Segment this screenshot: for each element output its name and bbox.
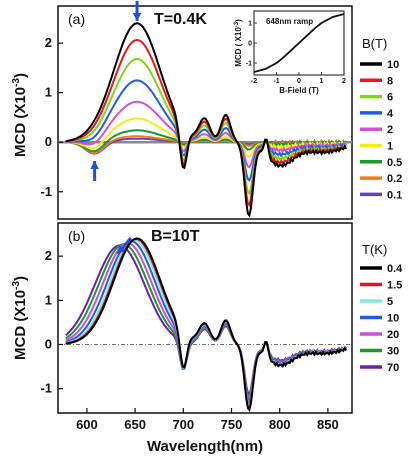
legend-label: 10: [387, 59, 399, 71]
panel-b-y-ticks: -1 0 1 2: [40, 248, 63, 396]
legend-label: 20: [387, 329, 399, 341]
legend-item-5: 5: [360, 296, 393, 308]
panel-a-arrows: [90, 0, 142, 182]
panel-b-label: (b): [68, 228, 85, 244]
y-tick-label: 0: [45, 337, 52, 352]
inset-y-tick-label: 0: [248, 41, 252, 48]
legend-item-20: 20: [360, 329, 399, 341]
legend-label: 0.1: [387, 189, 402, 201]
legend-label: 30: [387, 346, 399, 358]
series-line-10: [65, 240, 347, 406]
inset-y-ticks: -1 0 1: [246, 21, 257, 68]
inset-title: 648nm ramp: [266, 17, 313, 26]
series-line-20: [65, 241, 347, 402]
panel-b-arrows: [116, 236, 132, 255]
inset-x-tick-label: -1: [273, 78, 279, 85]
legend-item-10: 10: [360, 313, 399, 325]
panel-a-label: (a): [68, 11, 85, 27]
y-tick-label: -1: [40, 184, 52, 199]
panel-b-y-axis-title: MCD (X10-3): [11, 276, 29, 360]
inset-x-axis-title: B-Field (T): [279, 86, 319, 95]
legend-label: 1.5: [387, 280, 402, 292]
inset-series-line: [253, 13, 345, 73]
panel-b-x-axis-title: Wavelength(nm): [147, 438, 263, 455]
panel-b: -1 0 1 2 600 650 700 750 800 850 (b) B=10T MCD (…: [11, 222, 403, 455]
series-line-1: [65, 117, 347, 159]
panel-a-y-ticks: -1 0 1 2: [40, 35, 63, 199]
panel-a-y-axis-title: MCD (X10-3): [11, 73, 29, 157]
panel-a: -1 0 1 2 (a) T=0.4K MCD (X10-3) -2 -1 0 1 2 -1 0…: [11, 0, 402, 220]
legend-item-0.2: 0.2: [360, 173, 402, 185]
legend-label: 1: [387, 141, 393, 153]
inset-648nm-ramp: -2 -1 0 1 2 -1 0 1 648nm ramp B-Field (T) MCD …: [234, 10, 346, 95]
legend-label: 0.5: [387, 157, 402, 169]
legend-label: 4: [387, 108, 394, 120]
series-line-6: [65, 57, 348, 196]
inset-y-tick-label: -1: [246, 61, 252, 68]
inset-x-tick-label: -2: [251, 78, 257, 85]
legend-label: 70: [387, 362, 399, 374]
y-tick-label: 1: [45, 85, 52, 100]
legend-item-0.1: 0.1: [360, 189, 402, 201]
legend-item-4: 4: [360, 108, 394, 120]
series-line-10: [65, 22, 348, 218]
panel-a-condition: T=0.4K: [154, 11, 207, 28]
inset-y-tick-label: 1: [248, 21, 252, 28]
arrow-down-left: [116, 236, 132, 255]
legend-item-70: 70: [360, 362, 399, 374]
legend-label: 2: [387, 124, 393, 136]
series-line-2: [65, 100, 348, 169]
legend-item-1: 1: [360, 141, 393, 153]
series-line-0.5: [65, 129, 348, 153]
legend-item-6: 6: [360, 92, 393, 104]
series-line-30: [65, 243, 347, 399]
inset-x-ticks: -2 -1 0 1 2: [251, 72, 346, 85]
x-tick-label: 750: [221, 417, 243, 432]
x-tick-label: 600: [76, 417, 98, 432]
inset-x-tick-label: 0: [297, 78, 301, 85]
arrow-up: [90, 161, 99, 182]
legend-item-10: 10: [360, 59, 399, 71]
x-tick-label: 650: [124, 417, 146, 432]
legend-item-0.4: 0.4: [360, 263, 403, 275]
panel-a-series: [65, 22, 348, 218]
panel-a-legend-title: B(T): [362, 36, 387, 51]
y-tick-label: 1: [45, 292, 52, 307]
series-line-8: [65, 38, 347, 208]
panel-b-x-ticks: 600 650 700 750 800 850: [76, 408, 339, 432]
legend-item-0.5: 0.5: [360, 157, 402, 169]
panel-b-condition: B=10T: [151, 228, 200, 245]
inset-x-tick-label: 1: [320, 78, 324, 85]
legend-label: 0.4: [387, 263, 403, 275]
legend-label: 8: [387, 75, 393, 87]
panel-a-frame: [57, 5, 353, 220]
panel-b-frame: [57, 222, 353, 414]
legend-item-8: 8: [360, 75, 393, 87]
y-tick-label: 2: [45, 35, 52, 50]
legend-label: 5: [387, 296, 393, 308]
series-line-70: [65, 244, 348, 396]
legend-label: 6: [387, 92, 393, 104]
y-tick-label: 2: [45, 248, 52, 263]
inset-y-axis-title: MCD ( X10-3): [234, 19, 243, 67]
y-tick-label: 0: [45, 134, 52, 149]
x-tick-label: 700: [172, 417, 194, 432]
panel-b-series: [65, 237, 348, 412]
legend-item-1.5: 1.5: [360, 280, 402, 292]
inset-curve: [253, 13, 345, 73]
panel-b-legend: T(K) 0.4 1.5 5 10 20 30 70: [360, 242, 403, 374]
y-tick-label: -1: [40, 381, 52, 396]
legend-item-2: 2: [360, 124, 393, 136]
legend-item-30: 30: [360, 346, 399, 358]
legend-label: 0.2: [387, 173, 402, 185]
series-line-0.4: [65, 237, 348, 412]
panel-b-legend-title: T(K): [362, 242, 387, 257]
arrow-down: [132, 0, 142, 21]
legend-label: 10: [387, 313, 399, 325]
x-tick-label: 850: [317, 417, 339, 432]
inset-x-tick-label: 2: [342, 78, 346, 85]
x-tick-label: 800: [269, 417, 291, 432]
panel-a-legend: B(T) 10 8 6 4 2 1 0.5 0.2 0.1: [360, 36, 402, 201]
